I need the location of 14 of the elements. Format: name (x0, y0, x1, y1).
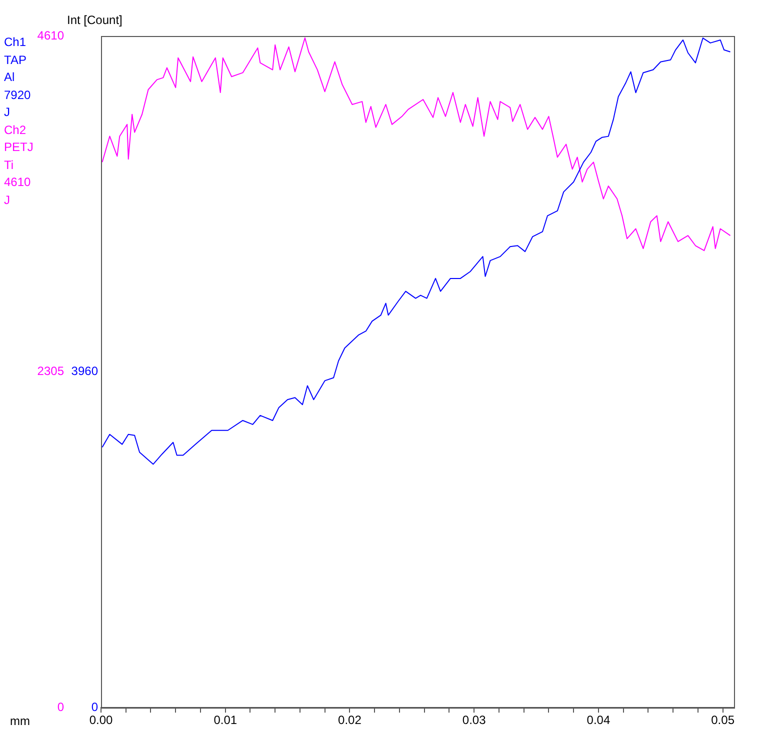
text: Ch2 PETJ Ti 4610 J (4, 122, 34, 208)
x-tick-label: 0.04 (586, 713, 610, 728)
y-axis-title: Int [Count] (67, 13, 122, 27)
x-tick-label: 0.02 (338, 713, 362, 728)
x-axis-title: mm (10, 714, 30, 728)
y2-tick-label: 0 (57, 700, 64, 714)
x-tick-label: 0.01 (214, 713, 238, 728)
text: Ch1 TAP Al 7920 J (4, 34, 32, 121)
y2-tick-label: 4610 (37, 28, 64, 42)
x-tick-label: 0.05 (711, 713, 735, 728)
y2-tick-label: 2305 (37, 364, 64, 378)
x-tick-label: 0.03 (462, 713, 486, 728)
y-tick-label: 3960 (71, 364, 98, 378)
x-tick-label: 0.00 (89, 713, 113, 728)
